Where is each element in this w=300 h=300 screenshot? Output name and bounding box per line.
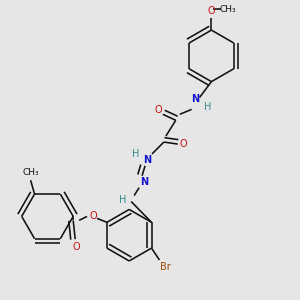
Text: O: O: [180, 139, 188, 149]
Text: N: N: [191, 94, 200, 104]
Text: O: O: [154, 105, 162, 116]
Text: N: N: [140, 177, 148, 187]
Text: O: O: [89, 212, 97, 221]
Text: N: N: [143, 155, 151, 165]
Text: H: H: [118, 194, 126, 205]
Text: H: H: [204, 102, 211, 112]
Text: CH₃: CH₃: [220, 5, 237, 14]
Text: Br: Br: [160, 262, 171, 272]
Text: O: O: [72, 242, 80, 252]
Text: H: H: [132, 149, 140, 159]
Text: CH₃: CH₃: [22, 168, 39, 177]
Text: O: O: [208, 6, 215, 16]
